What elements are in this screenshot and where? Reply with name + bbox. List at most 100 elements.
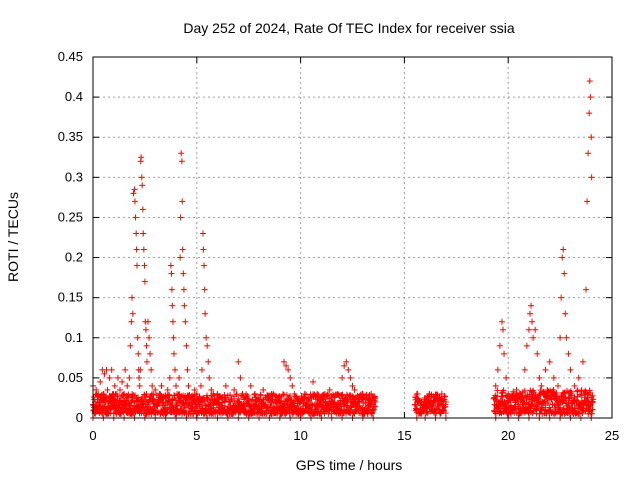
data-point <box>368 390 375 397</box>
data-point <box>177 254 184 261</box>
data-point <box>191 386 198 393</box>
data-point <box>178 158 185 165</box>
data-point <box>174 390 181 397</box>
data-point <box>297 398 304 405</box>
x-tick-label: 25 <box>605 428 619 443</box>
data-point <box>98 394 105 401</box>
data-point <box>169 318 176 325</box>
y-axis-label: ROTI / TECUs <box>5 192 21 282</box>
data-point <box>589 392 596 399</box>
data-point <box>152 386 159 393</box>
data-point <box>341 362 348 369</box>
data-point <box>291 390 298 397</box>
data-point <box>424 410 431 417</box>
data-point <box>175 394 182 401</box>
data-point <box>133 246 140 253</box>
data-point <box>235 395 242 402</box>
y-tick-label: 0.15 <box>58 290 83 305</box>
data-point <box>364 394 371 401</box>
data-point <box>118 394 125 401</box>
data-point <box>576 410 583 417</box>
data-point <box>138 154 145 161</box>
data-point <box>197 382 204 389</box>
x-tick-label: 10 <box>293 428 307 443</box>
data-point <box>167 262 174 269</box>
data-point <box>442 398 449 405</box>
data-point <box>239 390 246 397</box>
data-point <box>339 374 346 381</box>
data-point <box>208 386 215 393</box>
data-point <box>438 390 445 397</box>
data-point <box>586 78 593 85</box>
y-tick-label: 0.2 <box>65 250 83 265</box>
data-point <box>108 366 115 373</box>
data-point <box>201 286 208 293</box>
data-point <box>528 302 535 309</box>
data-point <box>441 404 448 411</box>
data-point <box>237 374 244 381</box>
data-point <box>122 366 129 373</box>
data-point <box>180 270 187 277</box>
data-point <box>200 246 207 253</box>
data-point <box>114 374 121 381</box>
data-point <box>101 370 108 377</box>
data-point <box>555 382 562 389</box>
data-point <box>545 400 552 407</box>
data-point <box>283 362 290 369</box>
data-point <box>500 326 507 333</box>
data-point <box>509 394 516 401</box>
data-point <box>168 270 175 277</box>
data-point <box>126 374 133 381</box>
data-point <box>204 342 211 349</box>
data-point <box>168 286 175 293</box>
data-point <box>500 387 507 394</box>
data-point <box>160 394 167 401</box>
data-point <box>517 390 524 397</box>
data-point <box>584 198 591 205</box>
data-point <box>512 406 519 413</box>
data-point <box>359 390 366 397</box>
y-tick-label: 0.3 <box>65 169 83 184</box>
data-point <box>164 386 171 393</box>
data-point <box>221 403 228 410</box>
data-point <box>233 391 240 398</box>
chart-title: Day 252 of 2024, Rate Of TEC Index for r… <box>183 20 514 36</box>
data-point <box>534 350 541 357</box>
data-point <box>280 358 287 365</box>
data-point <box>513 386 520 393</box>
data-point <box>172 366 179 373</box>
data-point <box>578 387 585 394</box>
data-point <box>537 387 544 394</box>
data-point <box>434 394 441 401</box>
data-point <box>521 366 528 373</box>
data-point <box>334 390 341 397</box>
data-point <box>129 393 136 400</box>
data-point <box>585 150 592 157</box>
data-point <box>324 390 331 397</box>
data-point <box>104 386 111 393</box>
data-point <box>135 350 142 357</box>
data-point <box>176 374 183 381</box>
data-point <box>127 342 134 349</box>
data-point <box>129 310 136 317</box>
data-point <box>179 399 186 406</box>
data-point <box>523 342 530 349</box>
data-point <box>370 403 377 410</box>
data-point <box>91 406 98 413</box>
data-point <box>185 382 192 389</box>
data-point <box>137 366 144 373</box>
data-point <box>186 399 193 406</box>
data-point <box>131 198 138 205</box>
data-point <box>561 270 568 277</box>
data-point <box>343 358 350 365</box>
data-point <box>345 366 352 373</box>
data-point <box>201 262 208 269</box>
data-point <box>268 390 275 397</box>
data-point <box>589 406 596 413</box>
data-point <box>143 342 150 349</box>
data-point <box>292 393 299 400</box>
data-point <box>131 186 138 193</box>
data-point <box>293 394 300 401</box>
data-point <box>494 387 501 394</box>
data-point <box>285 366 292 373</box>
